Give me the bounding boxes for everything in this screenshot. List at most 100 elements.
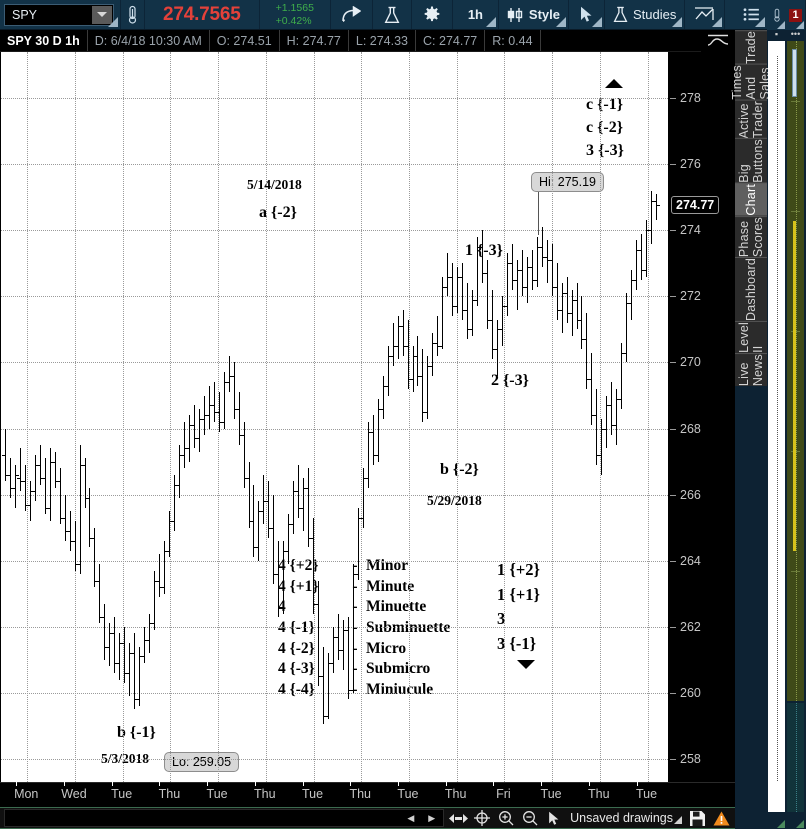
mini-panel-footer-2[interactable] [786, 813, 805, 829]
sidebar-tab-chart[interactable]: Chart [735, 183, 767, 216]
info-high: H: 274.77 [280, 30, 349, 51]
style-button[interactable]: Style [499, 0, 569, 29]
price-axis-tick: 268 [668, 422, 735, 436]
scroll-left-arrow-icon[interactable]: ◀ [407, 812, 415, 823]
ohlc-bar [452, 263, 453, 317]
ohlc-bar [273, 494, 274, 584]
sidebar-tab-label: Dashboard [744, 257, 758, 321]
chevron-down-icon[interactable] [92, 5, 112, 24]
grid-line-vertical [361, 52, 363, 782]
ohlc-open-tick [578, 319, 581, 321]
ohlc-bar [229, 355, 230, 393]
ohlc-bar [472, 289, 473, 337]
ohlc-open-tick [246, 478, 249, 480]
save-disk-icon[interactable] [687, 809, 707, 827]
ohlc-bar [586, 312, 587, 389]
ohlc-bar [50, 448, 51, 522]
drawing-tools-button[interactable] [685, 0, 726, 29]
mini-panel-green-gauge[interactable] [787, 41, 804, 701]
ohlc-bar [532, 250, 533, 290]
pointer-arrow-icon[interactable] [544, 809, 564, 827]
sidebar-tab-times-and-sales[interactable]: Times And Sales [730, 64, 772, 100]
pan-horizontal-icon[interactable] [448, 809, 468, 827]
price-axis-tick: 272 [668, 289, 735, 303]
ohlc-open-tick [395, 345, 398, 347]
time-axis-separator [493, 782, 495, 786]
ohlc-open-tick [255, 547, 258, 549]
ohlc-open-tick [638, 250, 641, 252]
zoom-in-icon[interactable] [496, 809, 516, 827]
grid-line-horizontal [1, 98, 668, 100]
grid-line-vertical [456, 52, 458, 782]
unsaved-drawings-label[interactable]: Unsaved drawings [570, 811, 682, 825]
scroll-right-arrow-icon[interactable]: ▶ [428, 812, 436, 823]
ohlc-bar [199, 408, 200, 452]
ohlc-open-tick [494, 349, 497, 351]
warning-triangle-icon[interactable] [711, 809, 731, 827]
timeframe-selector[interactable]: 1h [453, 0, 499, 29]
chart-canvas-area[interactable]: c {-1} c {-2} 3 {-3} 5/14/2018 a {-2} 1 … [0, 52, 735, 782]
mini-panel-thermo[interactable]: ▪ [767, 0, 786, 829]
annotation-1-minus3: 1 {-3} [465, 242, 503, 259]
sidebar-tab-live-news[interactable]: Live News [735, 352, 767, 386]
ohlc-bar [636, 240, 637, 290]
mini-panel-white-gauge[interactable] [768, 41, 785, 812]
ohlc-open-tick [574, 299, 577, 301]
symbol-selector[interactable]: SPY [0, 0, 121, 29]
price-axis-tick: 258 [668, 752, 735, 766]
sidebar-tab-list[interactable]: Trade Times And Sales Active Trader Big But… [730, 30, 772, 386]
studies-button[interactable]: Studies [605, 0, 686, 29]
ohlc-open-tick [126, 672, 129, 674]
ohlc-open-tick [529, 266, 532, 268]
price-axis-tick: 266 [668, 488, 735, 502]
ohlc-bar [537, 236, 538, 287]
mini-panel-footer-1[interactable] [767, 813, 786, 829]
crosshair-icon[interactable] [472, 809, 492, 827]
ohlc-open-tick [131, 653, 134, 655]
ohlc-bar [487, 260, 488, 330]
sidebar-tab-active-trader[interactable]: Active Trader [735, 99, 767, 139]
sidebar-tab-dashboard[interactable]: Dashboard [735, 256, 767, 321]
legend-row: 4 {-3} - Submicro [278, 660, 450, 681]
mini-panel-scores[interactable]: 1 ••• [786, 0, 805, 829]
zoom-out-icon[interactable] [520, 809, 540, 827]
sidebar-tab-level-ii[interactable]: Level II [735, 320, 767, 353]
symbol-input[interactable]: SPY [4, 3, 114, 26]
main-toolbar: SPY 274.7565 +1.1565 +0.42% [0, 0, 781, 30]
ohlc-open-tick [161, 587, 164, 589]
cursor-tool-button[interactable] [569, 0, 605, 29]
number-badge[interactable]: 1 [786, 0, 805, 30]
ohlc-bar [109, 623, 110, 667]
thermometer-icon[interactable] [767, 0, 786, 30]
ohlc-open-tick [350, 689, 353, 691]
ohlc-open-tick [653, 200, 656, 202]
grid-line-horizontal [1, 758, 668, 760]
legend-dash: - [352, 598, 358, 616]
sidebar-tab-big-buttons[interactable]: Big Buttons [735, 138, 767, 184]
indicator-curve-icon[interactable] [701, 30, 735, 52]
price-axis[interactable]: 278 276 274 272 270 268 266 264 262 260 258 274.77 [668, 52, 735, 782]
time-axis[interactable]: Mon Wed Tue Thu Tue Thu Tue Thu Tue Thu Fri Tue Thu T… [0, 782, 735, 807]
sidebar-tab-label: Phase Scores [737, 216, 765, 257]
ohlc-open-tick [598, 454, 601, 456]
chart-scroll-strip[interactable]: ◀ ▶ [4, 809, 445, 827]
annotation-date-0529: 5/29/2018 [427, 493, 482, 508]
flask-button[interactable] [373, 0, 412, 29]
thermometer-icon[interactable] [121, 0, 145, 29]
sidebar-tab-trade[interactable]: Trade [735, 30, 767, 65]
sidebar-tab-phase-scores[interactable]: Phase Scores [735, 215, 767, 257]
right-wave-label: 1 {+1} [497, 584, 541, 604]
ohlc-bar [616, 388, 617, 446]
ohlc-bar [348, 616, 349, 700]
ohlc-open-tick [47, 507, 50, 509]
ohlc-bar [373, 415, 374, 465]
sidebar-list-menu-button[interactable] [735, 0, 767, 30]
ohlc-bar [258, 501, 259, 561]
gear-button[interactable] [412, 0, 453, 29]
share-button[interactable] [331, 0, 373, 29]
ohlc-bar [497, 319, 498, 376]
chart-info-strip: SPY 30 D 1h D: 6/4/18 10:30 AM O: 274.51… [0, 30, 735, 52]
price-plot[interactable]: c {-1} c {-2} 3 {-3} 5/14/2018 a {-2} 1 … [0, 52, 668, 782]
mini-panel-teal-gauge[interactable] [787, 703, 804, 812]
ohlc-bar [656, 194, 657, 221]
